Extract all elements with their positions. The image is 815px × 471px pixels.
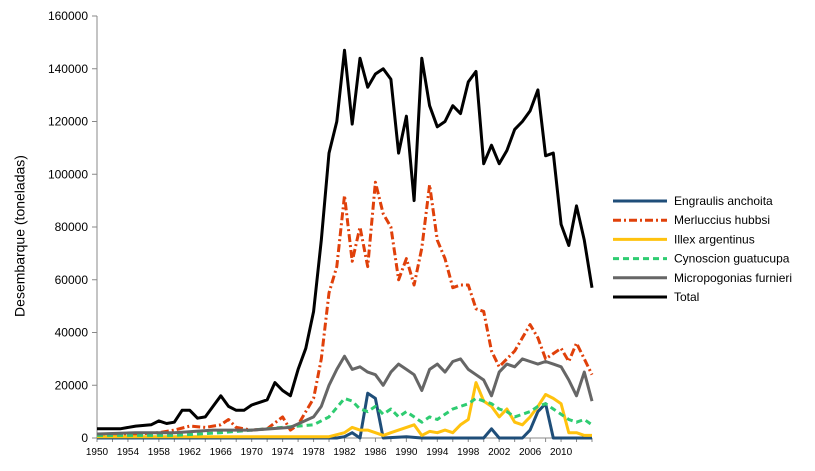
legend-label: Cynoscion guatucupa [674,252,790,266]
y-tick-label: 120000 [48,115,88,129]
legend-label: Illex argentinus [674,232,755,246]
x-tick-label: 1994 [426,447,449,458]
x-tick-label: 2006 [519,447,542,458]
legend: Engraulis anchoita Merluccius hubbsi Illex… [613,194,792,304]
x-tick-label: 2002 [488,447,511,458]
series-line-2 [97,381,592,439]
x-tick-label: 1990 [395,447,418,458]
x-tick-label: 1970 [241,447,264,458]
series-line-3 [97,396,593,437]
x-tick-label: 1962 [179,447,202,458]
legend-label: Engraulis anchoita [674,194,773,208]
series-line-0 [97,391,592,440]
legend-label: Merluccius hubbsi [674,213,770,227]
y-tick-label: 100000 [48,167,88,181]
series-line-4 [96,354,594,436]
y-tick-label: 140000 [48,62,88,76]
plot-area [96,16,594,440]
x-tick-label: 1974 [272,447,295,458]
x-tick-label: 1966 [210,447,233,458]
x-tick-label: 1954 [117,447,140,458]
legend-label: Total [674,290,699,304]
x-tick-label: 1950 [86,447,109,458]
x-tick-label: 1978 [302,447,325,458]
y-axis-label: Desembarque (toneladas) [12,155,28,317]
x-tick-label: 2010 [550,447,573,458]
x-tick-label: 1982 [333,447,356,458]
y-tick-label: 60000 [55,273,89,287]
series-line-5 [97,48,594,431]
x-tick-label: 1998 [457,447,480,458]
x-ticks: 1950 1954 1958 1962 1966 1970 1974 1978 1982 1986… [86,438,593,458]
legend-label: Micropogonias furnieri [674,271,792,285]
y-tick-label: 80000 [55,220,89,234]
x-tick-label: 1986 [364,447,387,458]
y-tick-label: 160000 [48,9,88,23]
y-tick-label: 40000 [55,326,89,340]
x-tick-label: 1958 [148,447,171,458]
y-ticks: 0 20000 40000 60000 80000 100000 120000 140000 1… [48,9,97,445]
series-line-1 [96,180,594,437]
y-tick-label: 20000 [55,378,89,392]
y-tick-label: 0 [81,431,88,445]
